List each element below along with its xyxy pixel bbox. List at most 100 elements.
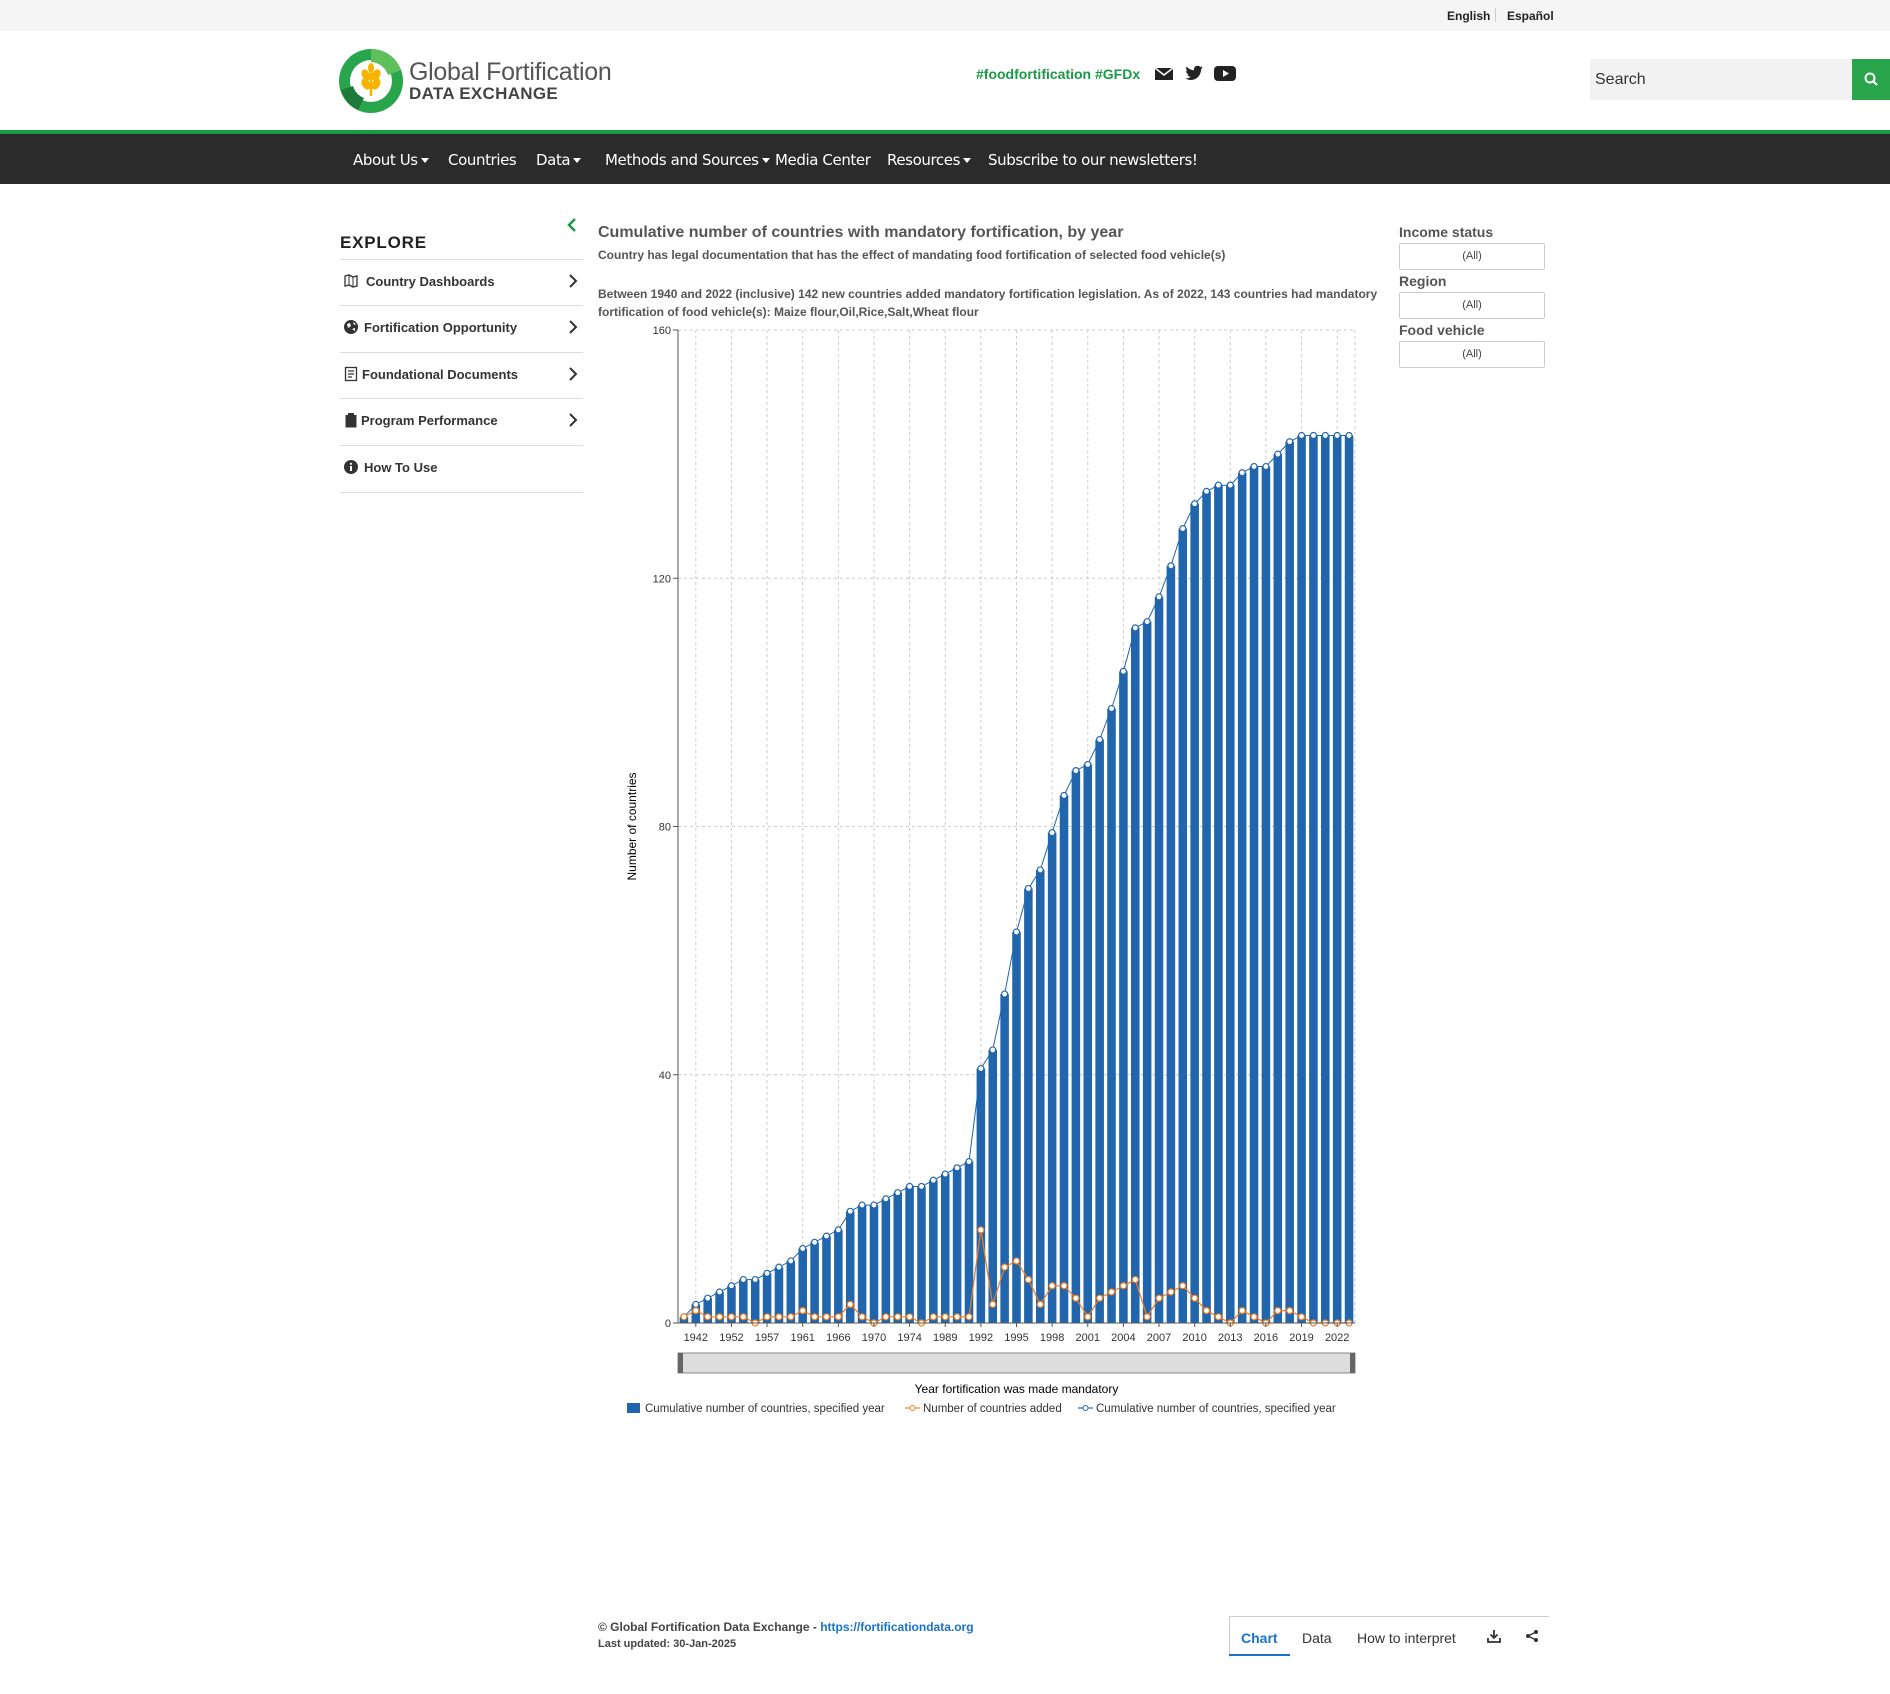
cumulative-point — [751, 1275, 759, 1284]
cumulative-point — [1333, 431, 1341, 440]
x-tick-label: 1957 — [755, 1332, 779, 1344]
sidebar-item-foundational-documents[interactable]: Foundational Documents — [340, 352, 583, 398]
added-point — [810, 1313, 819, 1321]
x-axis-label: Year fortification was made mandatory — [915, 1382, 1119, 1396]
nav-countries[interactable]: Countries — [448, 151, 517, 169]
nav-about-us[interactable]: About Us — [353, 151, 429, 169]
globe-icon — [344, 320, 358, 334]
tab-data[interactable]: Data — [1302, 1630, 1332, 1646]
hashtags[interactable]: #foodfortification #GFDx — [976, 66, 1141, 82]
filter-label-income-status: Income status — [1399, 224, 1494, 240]
y-axis-label: Number of countries — [625, 772, 639, 880]
last-updated: Last updated: 30-Jan-2025 — [598, 1638, 737, 1650]
bar — [940, 1174, 950, 1323]
lang-espanol-link[interactable]: Español — [1507, 9, 1554, 23]
added-point — [727, 1313, 736, 1321]
added-point — [882, 1313, 890, 1321]
added-point — [906, 1313, 914, 1321]
x-tick-label: 2007 — [1147, 1332, 1171, 1344]
cumulative-point — [846, 1207, 854, 1215]
sidebar-divider — [340, 259, 583, 260]
sidebar-item-country-dashboards[interactable]: Country Dashboards — [340, 259, 583, 305]
sidebar-item-label: Country Dashboards — [366, 274, 495, 289]
caret-down-icon — [963, 158, 972, 163]
cumulative-point — [1214, 481, 1223, 489]
x-tick-label: 1995 — [1004, 1332, 1028, 1344]
nav-data[interactable]: Data — [536, 151, 582, 169]
legend-label: Cumulative number of countries, specifie… — [645, 1403, 885, 1415]
lang-english-link[interactable]: English — [1447, 9, 1491, 23]
added-point — [1072, 1294, 1080, 1302]
x-tick-label: 2010 — [1182, 1332, 1206, 1344]
youtube-icon[interactable] — [1213, 64, 1237, 82]
cumulative-point — [929, 1176, 937, 1184]
download-icon[interactable] — [1487, 1629, 1501, 1643]
nav-media-center[interactable]: Media Center — [775, 151, 871, 169]
view-tabs: Chart Data How to interpret — [1229, 1616, 1549, 1657]
bar — [857, 1205, 867, 1323]
bar — [952, 1167, 962, 1323]
filter-income-status-select[interactable]: (All) — [1399, 243, 1545, 270]
logo-icon[interactable] — [338, 48, 404, 114]
bar — [1154, 596, 1164, 1323]
x-range-slider[interactable] — [677, 1352, 1356, 1374]
tab-how-to-interpret[interactable]: How to interpret — [1357, 1630, 1456, 1646]
filter-food-vehicle-select[interactable]: (All) — [1399, 341, 1545, 368]
filter-region-select[interactable]: (All) — [1399, 292, 1545, 319]
bar — [1321, 435, 1330, 1324]
cumulative-point — [1060, 791, 1068, 800]
bar — [1273, 454, 1283, 1323]
added-point — [1036, 1300, 1044, 1308]
cumulative-point — [692, 1300, 700, 1308]
logo-subtitle[interactable]: DATA EXCHANGE — [409, 84, 559, 103]
bar — [929, 1180, 938, 1323]
share-icon[interactable] — [1525, 1629, 1539, 1643]
added-point — [822, 1313, 831, 1321]
active-tab-indicator — [1229, 1654, 1290, 1656]
sidebar-item-label: How To Use — [364, 460, 438, 475]
nav-subscribe[interactable]: Subscribe to our newsletters! — [988, 151, 1198, 169]
sidebar-item-fortification-opportunity[interactable]: Fortification Opportunity — [340, 305, 583, 351]
cumulative-point — [1262, 462, 1270, 471]
added-point — [1155, 1294, 1163, 1302]
tab-border — [1229, 1617, 1230, 1657]
bar — [1214, 485, 1223, 1323]
bar — [1047, 832, 1057, 1323]
bar — [1332, 435, 1342, 1324]
y-axis: 0 40 80 120 160 — [653, 325, 679, 1330]
added-point — [1012, 1257, 1021, 1265]
bar — [786, 1260, 796, 1323]
legend-marker — [909, 1405, 916, 1411]
caret-down-icon — [420, 158, 429, 163]
nav-resources[interactable]: Resources — [887, 151, 972, 169]
cumulative-point — [1238, 469, 1246, 477]
y-tick-label: 80 — [659, 822, 671, 834]
added-point — [941, 1313, 949, 1321]
logo-title[interactable]: Global Fortification — [409, 58, 612, 86]
bar — [845, 1211, 855, 1323]
added-point — [1167, 1288, 1175, 1296]
cumulative-point — [1024, 884, 1032, 893]
twitter-icon[interactable] — [1184, 64, 1204, 82]
search-field[interactable] — [1590, 59, 1852, 100]
info-icon — [344, 460, 358, 474]
tab-chart[interactable]: Chart — [1241, 1630, 1278, 1646]
cumulative-point — [1143, 618, 1151, 626]
nav-methods-and-sources[interactable]: Methods and Sources — [605, 151, 770, 169]
x-axis: 1942 1952 1957 1961 1966 1970 1974 1989 1992 1995… — [678, 1322, 1355, 1344]
cumulative-point — [763, 1269, 771, 1277]
caret-down-icon — [573, 158, 582, 163]
email-icon[interactable] — [1154, 64, 1174, 82]
x-tick-label: 1989 — [933, 1332, 957, 1344]
sidebar-item-how-to-use[interactable]: How To Use — [340, 445, 583, 491]
chart-svg: 0 40 80 120 160 1942 1952 1957 1961 1966 1970 1974… — [625, 325, 1356, 1415]
bar — [881, 1198, 891, 1323]
site-link[interactable]: https://fortificationdata.org — [820, 1620, 974, 1634]
collapse-sidebar-icon[interactable] — [566, 217, 578, 233]
sidebar-divider — [340, 305, 583, 306]
sidebar-item-program-performance[interactable]: Program Performance — [340, 398, 583, 444]
cumulative-point — [1001, 990, 1009, 998]
search-input[interactable] — [1590, 59, 1852, 100]
search-button[interactable] — [1852, 59, 1890, 100]
bar — [1107, 708, 1116, 1323]
